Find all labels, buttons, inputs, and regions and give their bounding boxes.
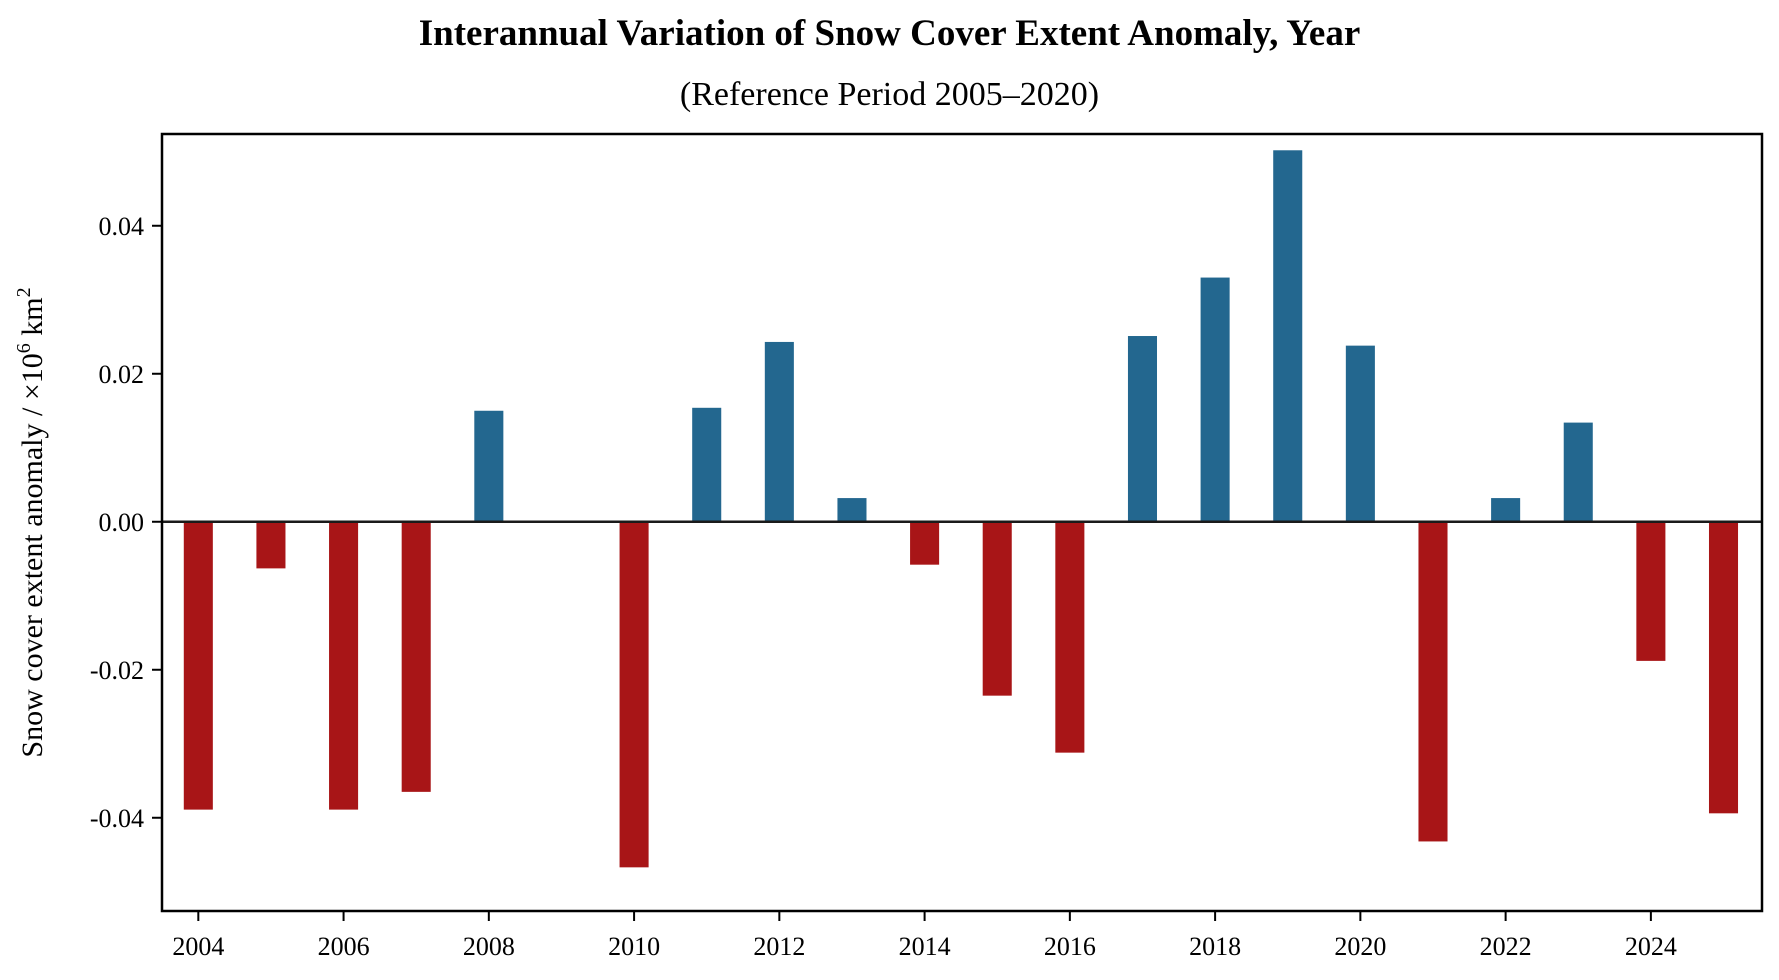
x-tick-label: 2020	[1334, 932, 1386, 961]
y-axis-label-exponent: 6	[13, 343, 35, 353]
chart-subtitle: (Reference Period 2005–2020)	[679, 76, 1100, 113]
x-tick-label: 2018	[1189, 932, 1241, 961]
bar-2011	[692, 407, 722, 522]
bar-2015	[982, 521, 1012, 696]
bar-2018	[1200, 277, 1230, 522]
bar-2025	[1708, 521, 1739, 814]
y-axis-label-unit: km	[16, 297, 49, 343]
y-tick-label: 0.04	[99, 212, 145, 241]
bar-2004	[183, 521, 213, 810]
y-axis-label-text: Snow cover extent anomaly / ×10	[16, 353, 49, 757]
x-tick-label: 2004	[172, 932, 224, 961]
x-tick-label: 2022	[1480, 932, 1532, 961]
y-axis-label-unit-exponent: 2	[13, 287, 35, 297]
bar-2020	[1345, 345, 1375, 522]
bar-2006	[329, 521, 359, 810]
bar-2022	[1491, 498, 1521, 522]
y-axis: -0.04 -0.02 0.00 0.02 0.04	[90, 212, 162, 833]
bar-2010	[619, 521, 649, 868]
bar-2014	[910, 521, 940, 565]
bar-2012	[764, 341, 794, 522]
x-tick-label: 2016	[1044, 932, 1096, 961]
x-tick-label: 2010	[608, 932, 660, 961]
x-tick-label: 2008	[463, 932, 515, 961]
y-tick-label: -0.04	[90, 804, 144, 833]
x-axis: 2004 2006 2008 2010 2012 2014 2016 2018 2020 2022…	[172, 911, 1677, 961]
bars-group	[183, 150, 1739, 868]
bar-2021	[1418, 521, 1448, 842]
bar-2016	[1055, 521, 1085, 753]
y-tick-label: -0.02	[90, 656, 144, 685]
x-tick-label: 2014	[899, 932, 951, 961]
bar-2007	[401, 521, 431, 792]
bar-2019	[1273, 150, 1303, 522]
y-tick-label: 0.00	[99, 508, 145, 537]
y-tick-label: 0.02	[99, 360, 145, 389]
bar-2008	[474, 410, 504, 522]
x-tick-label: 2024	[1625, 932, 1677, 961]
chart-title: Interannual Variation of Snow Cover Exte…	[418, 13, 1361, 54]
x-tick-label: 2006	[318, 932, 370, 961]
bar-2013	[837, 498, 867, 522]
x-tick-label: 2012	[753, 932, 805, 961]
bar-2024	[1636, 521, 1666, 661]
y-axis-label: Snow cover extent anomaly / ×106 km2	[13, 287, 49, 757]
bar-2005	[256, 521, 286, 569]
bar-2017	[1127, 336, 1158, 522]
bar-2023	[1563, 422, 1593, 522]
